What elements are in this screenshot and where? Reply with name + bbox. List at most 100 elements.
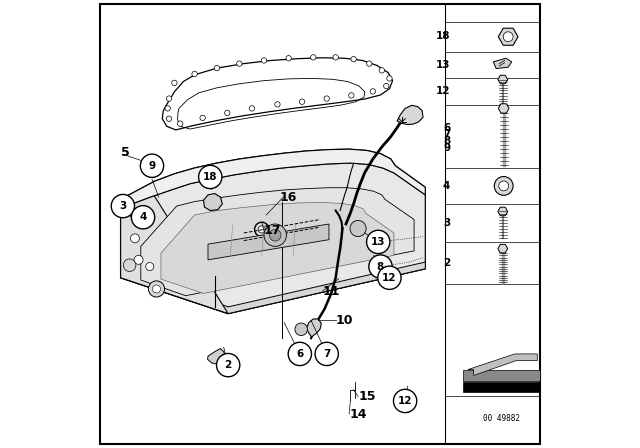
Polygon shape: [493, 58, 512, 69]
Text: 8: 8: [377, 262, 384, 271]
Text: 10: 10: [336, 314, 353, 327]
Polygon shape: [121, 262, 425, 314]
Circle shape: [286, 56, 291, 61]
Circle shape: [264, 224, 287, 246]
Polygon shape: [498, 75, 508, 84]
Circle shape: [165, 106, 170, 111]
Circle shape: [367, 61, 372, 66]
Circle shape: [198, 165, 222, 189]
Polygon shape: [463, 370, 540, 381]
Text: 12: 12: [382, 273, 397, 283]
Polygon shape: [161, 202, 394, 293]
Polygon shape: [141, 188, 414, 296]
Text: 11: 11: [323, 284, 340, 298]
Circle shape: [249, 106, 255, 111]
Text: 7: 7: [443, 129, 451, 139]
Polygon shape: [121, 163, 425, 314]
Circle shape: [494, 177, 513, 195]
Circle shape: [324, 96, 330, 101]
Circle shape: [258, 226, 266, 233]
Polygon shape: [498, 207, 508, 216]
Text: 18: 18: [436, 31, 451, 41]
Text: 9: 9: [444, 143, 451, 153]
Text: 00 49882: 00 49882: [483, 414, 520, 423]
Circle shape: [192, 71, 197, 77]
Polygon shape: [121, 196, 228, 314]
Circle shape: [146, 263, 154, 271]
Polygon shape: [163, 58, 392, 130]
Polygon shape: [397, 105, 423, 125]
Text: 3: 3: [119, 201, 127, 211]
Circle shape: [394, 389, 417, 413]
Circle shape: [310, 55, 316, 60]
Text: 7: 7: [323, 349, 330, 359]
Circle shape: [369, 255, 392, 278]
Circle shape: [350, 220, 366, 237]
Text: 15: 15: [358, 390, 376, 403]
Text: 3: 3: [443, 218, 451, 228]
Text: 5: 5: [121, 146, 129, 159]
Circle shape: [166, 116, 172, 121]
Circle shape: [295, 323, 307, 336]
Circle shape: [237, 61, 242, 66]
Circle shape: [140, 154, 164, 177]
Polygon shape: [207, 349, 226, 364]
Circle shape: [152, 285, 161, 293]
Circle shape: [261, 58, 267, 63]
Polygon shape: [121, 149, 425, 208]
Text: 6: 6: [443, 123, 451, 133]
Text: 13: 13: [436, 60, 451, 69]
Circle shape: [134, 255, 143, 264]
Circle shape: [131, 234, 140, 243]
Circle shape: [269, 229, 281, 241]
Text: 9: 9: [148, 161, 156, 171]
Circle shape: [383, 83, 389, 89]
Polygon shape: [307, 319, 321, 337]
Text: 6: 6: [296, 349, 303, 359]
Text: 2: 2: [225, 360, 232, 370]
Text: 13: 13: [371, 237, 385, 247]
Text: 4: 4: [140, 212, 147, 222]
Text: 17: 17: [264, 224, 282, 237]
Circle shape: [387, 76, 392, 81]
Circle shape: [124, 259, 136, 271]
Polygon shape: [204, 194, 222, 211]
Circle shape: [200, 115, 205, 121]
Circle shape: [275, 102, 280, 107]
Circle shape: [214, 65, 220, 71]
Circle shape: [367, 230, 390, 254]
Circle shape: [349, 93, 354, 98]
Text: 16: 16: [280, 190, 297, 204]
Circle shape: [378, 266, 401, 289]
Circle shape: [379, 68, 385, 73]
Circle shape: [172, 80, 177, 86]
Polygon shape: [468, 354, 538, 375]
Circle shape: [370, 89, 376, 94]
Circle shape: [148, 281, 164, 297]
Polygon shape: [499, 104, 509, 113]
Polygon shape: [463, 382, 540, 392]
Circle shape: [131, 206, 155, 229]
Circle shape: [166, 96, 172, 101]
Polygon shape: [208, 224, 329, 260]
Text: 12: 12: [398, 396, 412, 406]
Circle shape: [333, 55, 339, 60]
Text: 4: 4: [443, 181, 451, 191]
Text: 2: 2: [443, 258, 451, 268]
Circle shape: [351, 56, 356, 62]
Polygon shape: [499, 28, 518, 45]
Text: 8: 8: [443, 136, 451, 146]
Circle shape: [111, 194, 134, 218]
Circle shape: [315, 342, 339, 366]
Polygon shape: [498, 244, 508, 253]
Text: 18: 18: [203, 172, 218, 182]
Text: 14: 14: [349, 408, 367, 421]
Circle shape: [288, 342, 312, 366]
Circle shape: [225, 110, 230, 116]
Circle shape: [499, 181, 509, 191]
Circle shape: [503, 32, 513, 42]
Circle shape: [300, 99, 305, 104]
Circle shape: [177, 121, 183, 126]
Text: 12: 12: [436, 86, 451, 96]
Circle shape: [216, 353, 240, 377]
